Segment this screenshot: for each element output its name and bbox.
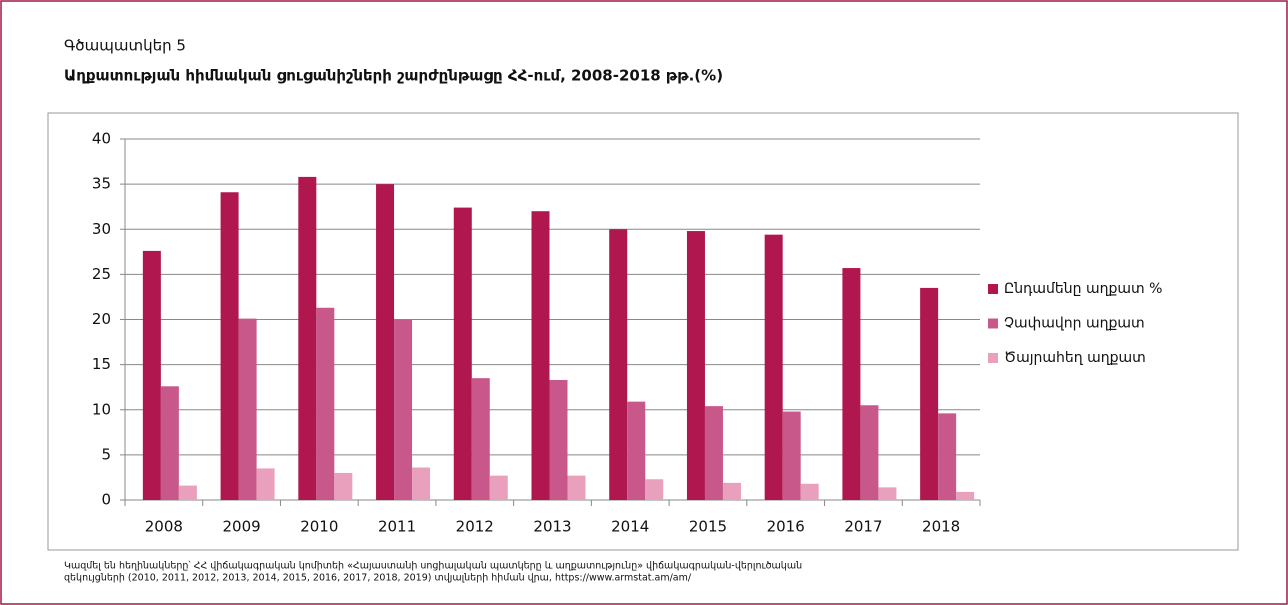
legend-swatch	[988, 353, 998, 363]
x-tick-label: 2015	[689, 518, 727, 536]
bar	[722, 482, 741, 500]
y-tick-label: 20	[92, 310, 111, 328]
bar	[160, 386, 179, 500]
bar	[531, 211, 550, 500]
bar	[489, 475, 508, 500]
bar	[471, 378, 490, 500]
legend-swatch	[988, 284, 998, 294]
x-tick-label: 2010	[300, 518, 338, 536]
bar	[316, 307, 335, 500]
bar	[627, 401, 646, 500]
legend-label: Ծայրահեղ աղքատ	[1004, 350, 1146, 366]
x-tick-label: 2013	[533, 518, 571, 536]
x-tick-label: 2014	[611, 518, 649, 536]
bar	[686, 231, 705, 500]
source-note: զեկույցների (2010, 2011, 2012, 2013, 201…	[64, 573, 692, 584]
bar	[142, 250, 161, 500]
y-tick-label: 30	[92, 220, 111, 238]
bar	[376, 184, 395, 500]
bar	[178, 485, 197, 500]
chart-title: Աղքատության հիմնական ցուցանիշների շարժըն…	[64, 67, 723, 85]
bar	[549, 379, 568, 500]
bar	[256, 468, 275, 500]
y-tick-label: 10	[92, 400, 111, 418]
bar	[394, 319, 413, 500]
y-tick-label: 35	[92, 175, 111, 193]
bar	[609, 229, 628, 500]
bar	[567, 475, 586, 500]
x-tick-label: 2016	[767, 518, 805, 536]
bar	[238, 318, 257, 500]
legend-label: Չափավոր աղքատ	[1004, 316, 1145, 332]
bar	[453, 207, 472, 500]
chart-frame	[47, 112, 1239, 551]
legend-swatch	[988, 318, 998, 329]
bar	[764, 234, 783, 501]
y-tick-label: 5	[101, 445, 111, 463]
y-tick-label: 25	[92, 265, 111, 283]
x-tick-label: 2011	[378, 518, 416, 536]
x-tick-label: 2009	[222, 518, 260, 536]
bar	[645, 479, 664, 500]
y-tick-label: 15	[92, 355, 111, 373]
y-tick-label: 0	[101, 491, 111, 509]
figure-label: Գծապատկեր 5	[64, 37, 186, 55]
bar	[220, 192, 239, 500]
legend-label: Ընդամենը աղքատ %	[1004, 281, 1162, 297]
bar	[860, 405, 879, 500]
bar	[920, 287, 939, 500]
bar	[298, 176, 317, 500]
bar	[782, 411, 801, 500]
x-tick-label: 2008	[145, 518, 183, 536]
x-tick-label: 2017	[844, 518, 882, 536]
source-note: Կազմել են հեղինակները՝ ՀՀ վիճակագրական կ…	[64, 561, 802, 572]
x-tick-label: 2012	[456, 518, 494, 536]
bar	[878, 487, 897, 500]
y-tick-label: 40	[92, 130, 111, 148]
bar	[704, 406, 723, 500]
bar	[842, 268, 861, 500]
bar	[412, 467, 431, 500]
bar	[956, 491, 975, 500]
bar	[938, 413, 957, 500]
bar	[334, 472, 353, 500]
bar	[800, 483, 819, 500]
x-tick-label: 2018	[922, 518, 960, 536]
